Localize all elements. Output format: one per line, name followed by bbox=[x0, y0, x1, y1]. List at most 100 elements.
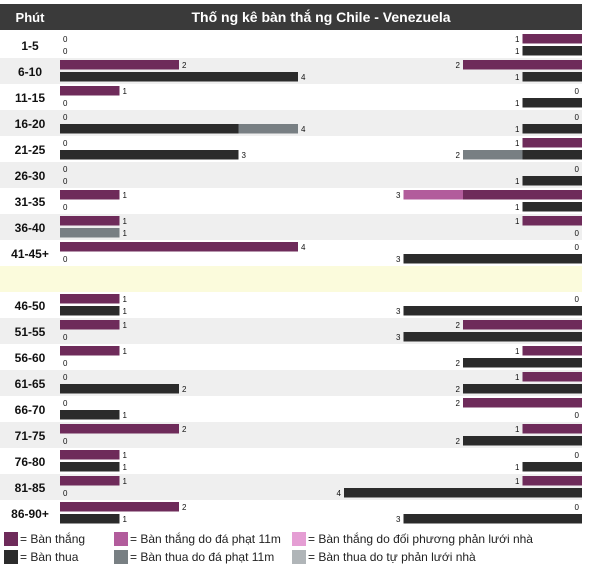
value-label-home: 0 bbox=[63, 35, 68, 44]
value-label-away: 2 bbox=[456, 151, 461, 160]
bar-home-goals bbox=[60, 346, 120, 356]
value-label-home: 1 bbox=[123, 307, 128, 316]
bar-away-goals bbox=[522, 424, 582, 434]
value-label-home: 4 bbox=[301, 243, 306, 252]
value-label-home: 1 bbox=[123, 477, 128, 486]
bar-away-conceded bbox=[522, 46, 582, 56]
legend-label: = Bàn thua do đá phạt 11m bbox=[130, 550, 275, 564]
value-label-away: 1 bbox=[515, 203, 520, 212]
bar-home-conceded bbox=[60, 124, 239, 134]
value-label-home: 1 bbox=[123, 87, 128, 96]
minute-label: 36-40 bbox=[15, 221, 46, 235]
bar-away-conceded bbox=[522, 176, 582, 186]
bar-home-conceded bbox=[60, 514, 120, 524]
minute-label: 71-75 bbox=[15, 429, 46, 443]
chart-rows: 1-5 0 0 1 1 6-10 2 4 2 1 11-15 1 0 0 1 16-20 0 4 0 1 21-25 0 3… bbox=[0, 34, 582, 524]
value-label-home: 2 bbox=[182, 385, 187, 394]
halftime-row bbox=[0, 266, 582, 292]
bar-away-conceded bbox=[463, 358, 582, 368]
minute-label: 66-70 bbox=[15, 403, 46, 417]
bar-away-goals bbox=[522, 216, 582, 226]
legend-swatch bbox=[114, 550, 128, 564]
value-label-away: 0 bbox=[575, 113, 580, 122]
bar-away-goals bbox=[463, 398, 582, 408]
minute-label: 81-85 bbox=[15, 481, 46, 495]
value-label-away: 2 bbox=[456, 321, 461, 330]
value-label-away: 4 bbox=[337, 489, 342, 498]
value-label-home: 1 bbox=[123, 321, 128, 330]
row-background bbox=[0, 162, 582, 188]
bar-away-goals bbox=[522, 372, 582, 382]
minute-label: 86-90+ bbox=[11, 507, 49, 521]
chart-title: Thố ng kê bàn thắ ng Chile - Venezuela bbox=[191, 8, 450, 25]
value-label-away: 1 bbox=[515, 177, 520, 186]
value-label-away: 3 bbox=[396, 191, 401, 200]
bar-home-goals bbox=[60, 424, 179, 434]
bar-away-conceded bbox=[522, 202, 582, 212]
bar-away-conceded bbox=[403, 332, 582, 342]
minute-label: 46-50 bbox=[15, 299, 46, 313]
minute-label: 21-25 bbox=[15, 143, 46, 157]
value-label-home: 1 bbox=[123, 295, 128, 304]
value-label-home: 2 bbox=[182, 503, 187, 512]
bar-home-goals bbox=[60, 502, 179, 512]
minute-label: 26-30 bbox=[15, 169, 46, 183]
minute-label: 6-10 bbox=[18, 65, 42, 79]
value-label-home: 1 bbox=[123, 217, 128, 226]
value-label-home: 0 bbox=[63, 359, 68, 368]
bar-away-goals bbox=[522, 138, 582, 148]
value-label-away: 0 bbox=[575, 295, 580, 304]
bar-away-goals bbox=[522, 476, 582, 486]
bar-home-goals bbox=[60, 476, 120, 486]
minute-label: 31-35 bbox=[15, 195, 46, 209]
value-label-home: 0 bbox=[63, 177, 68, 186]
bar-home-goals bbox=[60, 60, 179, 70]
value-label-home: 0 bbox=[63, 399, 68, 408]
value-label-home: 0 bbox=[63, 139, 68, 148]
legend: = Bàn thắng = Bàn thắng do đá phạt 11m = B… bbox=[4, 528, 592, 568]
value-label-away: 0 bbox=[575, 87, 580, 96]
minute-label: 41-45+ bbox=[11, 247, 49, 261]
value-label-home: 0 bbox=[63, 489, 68, 498]
value-label-away: 3 bbox=[396, 515, 401, 524]
value-label-home: 1 bbox=[123, 463, 128, 472]
legend-label: = Bàn thua do tự phản lưới nhà bbox=[308, 550, 476, 564]
bar-home-goals bbox=[60, 320, 120, 330]
bar-home-goals bbox=[60, 216, 120, 226]
bar-away-conceded bbox=[403, 514, 582, 524]
value-label-home: 1 bbox=[123, 191, 128, 200]
bar-home-pen_conceded bbox=[238, 124, 298, 134]
legend-swatch bbox=[114, 532, 128, 546]
value-label-away: 1 bbox=[515, 139, 520, 148]
value-label-away: 0 bbox=[575, 411, 580, 420]
value-label-home: 4 bbox=[301, 73, 306, 82]
value-label-home: 0 bbox=[63, 99, 68, 108]
value-label-away: 1 bbox=[515, 217, 520, 226]
legend-label: = Bàn thắng bbox=[20, 532, 86, 546]
bar-away-conceded bbox=[522, 72, 582, 82]
minute-label: 1-5 bbox=[21, 39, 39, 53]
value-label-home: 2 bbox=[182, 425, 187, 434]
bar-away-conceded bbox=[522, 124, 582, 134]
bar-home-goals bbox=[60, 86, 120, 96]
value-label-away: 1 bbox=[515, 73, 520, 82]
legend-swatch bbox=[292, 532, 306, 546]
bar-home-goals bbox=[60, 242, 298, 252]
value-label-home: 2 bbox=[182, 61, 187, 70]
value-label-away: 1 bbox=[515, 463, 520, 472]
legend-swatch bbox=[4, 550, 18, 564]
legend-swatch bbox=[292, 550, 306, 564]
value-label-away: 1 bbox=[515, 477, 520, 486]
bar-away-conceded bbox=[522, 150, 582, 160]
bar-home-goals bbox=[60, 190, 120, 200]
bar-home-conceded bbox=[60, 384, 179, 394]
value-label-home: 0 bbox=[63, 437, 68, 446]
minute-label: 16-20 bbox=[15, 117, 46, 131]
value-label-away: 2 bbox=[456, 385, 461, 394]
value-label-home: 0 bbox=[63, 373, 68, 382]
bar-home-conceded bbox=[60, 72, 298, 82]
bar-away-pen_conceded bbox=[463, 150, 523, 160]
value-label-home: 4 bbox=[301, 125, 306, 134]
minute-label: 11-15 bbox=[15, 91, 45, 105]
